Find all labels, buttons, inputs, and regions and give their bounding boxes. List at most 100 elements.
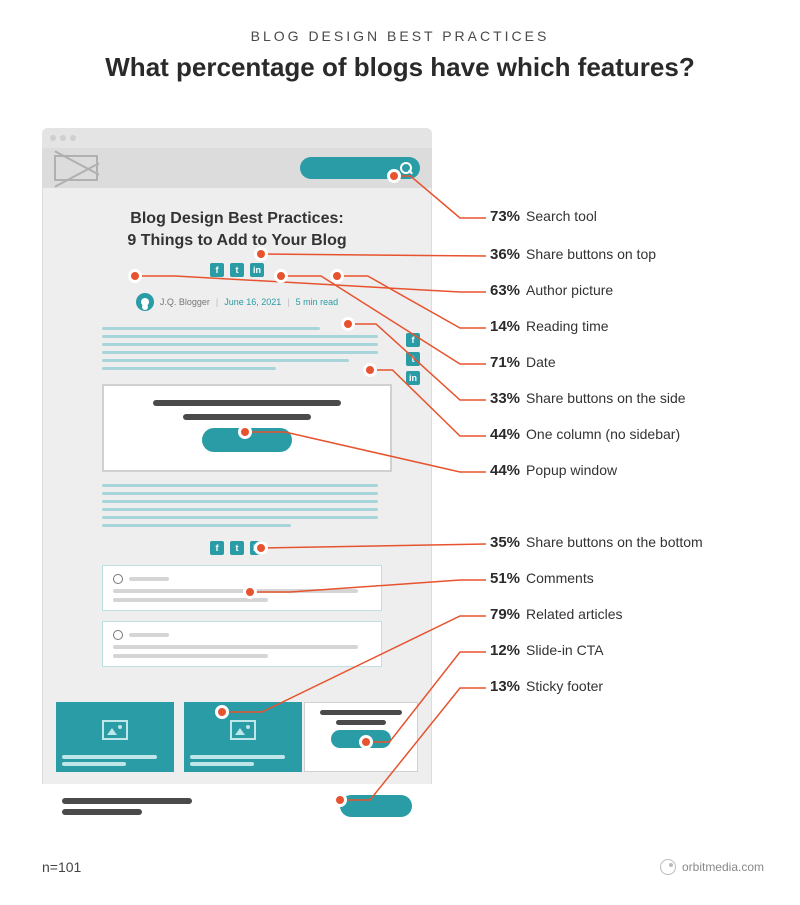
callout-text: Search tool (526, 208, 597, 224)
callout-text: Share buttons on the bottom (526, 534, 703, 550)
callout-percent: 63% (490, 282, 520, 299)
orbit-logo-icon (660, 859, 676, 875)
footer-line (62, 809, 142, 815)
callout-text: Share buttons on top (526, 246, 656, 262)
callout-dot (333, 793, 347, 807)
callout-percent: 44% (490, 462, 520, 479)
callout-percent: 33% (490, 390, 520, 407)
slidein-line (336, 720, 387, 725)
callout-dot (243, 585, 257, 599)
post-date: June 16, 2021 (224, 297, 281, 307)
text-line (102, 343, 378, 346)
callout-percent: 73% (490, 208, 520, 225)
callout-dot (363, 363, 377, 377)
comment-line (113, 645, 358, 649)
facebook-icon[interactable]: f (210, 541, 224, 555)
twitter-icon[interactable]: t (230, 541, 244, 555)
callout-dot (238, 425, 252, 439)
callout-text: Date (526, 354, 556, 370)
popup-line (183, 414, 312, 420)
text-line (102, 359, 349, 362)
sticky-footer[interactable] (42, 784, 432, 828)
blog-title-line2: 9 Things to Add to Your Blog (127, 232, 346, 249)
credit-text: orbitmedia.com (682, 860, 764, 874)
related-card[interactable] (184, 702, 302, 772)
callout-text: One column (no sidebar) (526, 426, 680, 442)
twitter-icon[interactable]: t (230, 263, 244, 277)
article-body: f t in (102, 327, 392, 370)
callout-text: Related articles (526, 606, 623, 622)
callout-label: 33% Share buttons on the side (490, 390, 686, 407)
logo-placeholder-icon (54, 155, 98, 181)
text-line (102, 367, 276, 370)
linkedin-icon[interactable]: in (250, 263, 264, 277)
commenter-avatar-icon (113, 630, 123, 640)
post-meta: J.Q. Blogger | June 16, 2021 | 5 min rea… (42, 293, 432, 311)
callout-dot (215, 705, 229, 719)
callout-percent: 13% (490, 678, 520, 695)
callout-percent: 79% (490, 606, 520, 623)
related-line (190, 755, 285, 759)
facebook-icon[interactable]: f (406, 333, 420, 347)
article-body-continued (102, 484, 392, 527)
callout-percent: 36% (490, 246, 520, 263)
callout-dot (128, 269, 142, 283)
callout-dot (359, 735, 373, 749)
callout-dot (274, 269, 288, 283)
commenter-avatar-icon (113, 574, 123, 584)
callout-text: Sticky footer (526, 678, 603, 694)
reading-time: 5 min read (296, 297, 339, 307)
callout-label: 51% Comments (490, 570, 594, 587)
callout-label: 13% Sticky footer (490, 678, 603, 695)
callout-label: 73% Search tool (490, 208, 597, 225)
callout-label: 44% One column (no sidebar) (490, 426, 680, 443)
share-buttons-top[interactable]: f t in (42, 263, 432, 277)
callout-label: 36% Share buttons on top (490, 246, 656, 263)
callout-label: 44% Popup window (490, 462, 617, 479)
callout-percent: 51% (490, 570, 520, 587)
footer-cta-button[interactable] (340, 795, 412, 817)
callout-percent: 14% (490, 318, 520, 335)
headline-text: What percentage of blogs have which feat… (0, 52, 800, 83)
site-header (42, 148, 432, 188)
callout-label: 12% Slide-in CTA (490, 642, 604, 659)
twitter-icon[interactable]: t (406, 352, 420, 366)
share-buttons-bottom[interactable]: f t in (42, 541, 432, 555)
related-card[interactable] (56, 702, 174, 772)
callout-dot (330, 269, 344, 283)
traffic-dot-icon (60, 135, 66, 141)
callout-percent: 12% (490, 642, 520, 659)
infographic-page: BLOG DESIGN BEST PRACTICES What percenta… (0, 0, 800, 905)
callout-text: Comments (526, 570, 594, 586)
slidein-line (320, 710, 403, 715)
callout-text: Popup window (526, 462, 617, 478)
facebook-icon[interactable]: f (210, 263, 224, 277)
callout-label: 35% Share buttons on the bottom (490, 534, 703, 551)
traffic-dot-icon (70, 135, 76, 141)
comment-block[interactable] (102, 621, 382, 667)
comment-block[interactable] (102, 565, 382, 611)
callout-text: Slide-in CTA (526, 642, 604, 658)
text-line (102, 516, 378, 519)
blog-post-title: Blog Design Best Practices: 9 Things to … (42, 208, 432, 251)
comment-line (129, 577, 169, 581)
linkedin-icon[interactable]: in (406, 371, 420, 385)
sample-size-label: n=101 (42, 859, 81, 875)
related-line (190, 762, 254, 766)
comment-line (113, 589, 358, 593)
callout-text: Author picture (526, 282, 613, 298)
text-line (102, 335, 378, 338)
browser-titlebar (42, 128, 432, 148)
blog-title-line1: Blog Design Best Practices: (130, 210, 343, 227)
text-line (102, 500, 378, 503)
callout-percent: 35% (490, 534, 520, 551)
related-line (62, 755, 157, 759)
search-icon (400, 162, 412, 174)
callout-percent: 44% (490, 426, 520, 443)
image-placeholder-icon (230, 720, 256, 740)
share-buttons-side[interactable]: f t in (406, 333, 420, 385)
traffic-dot-icon (50, 135, 56, 141)
callout-text: Share buttons on the side (526, 390, 686, 406)
text-line (102, 492, 378, 495)
search-tool[interactable] (300, 157, 420, 179)
